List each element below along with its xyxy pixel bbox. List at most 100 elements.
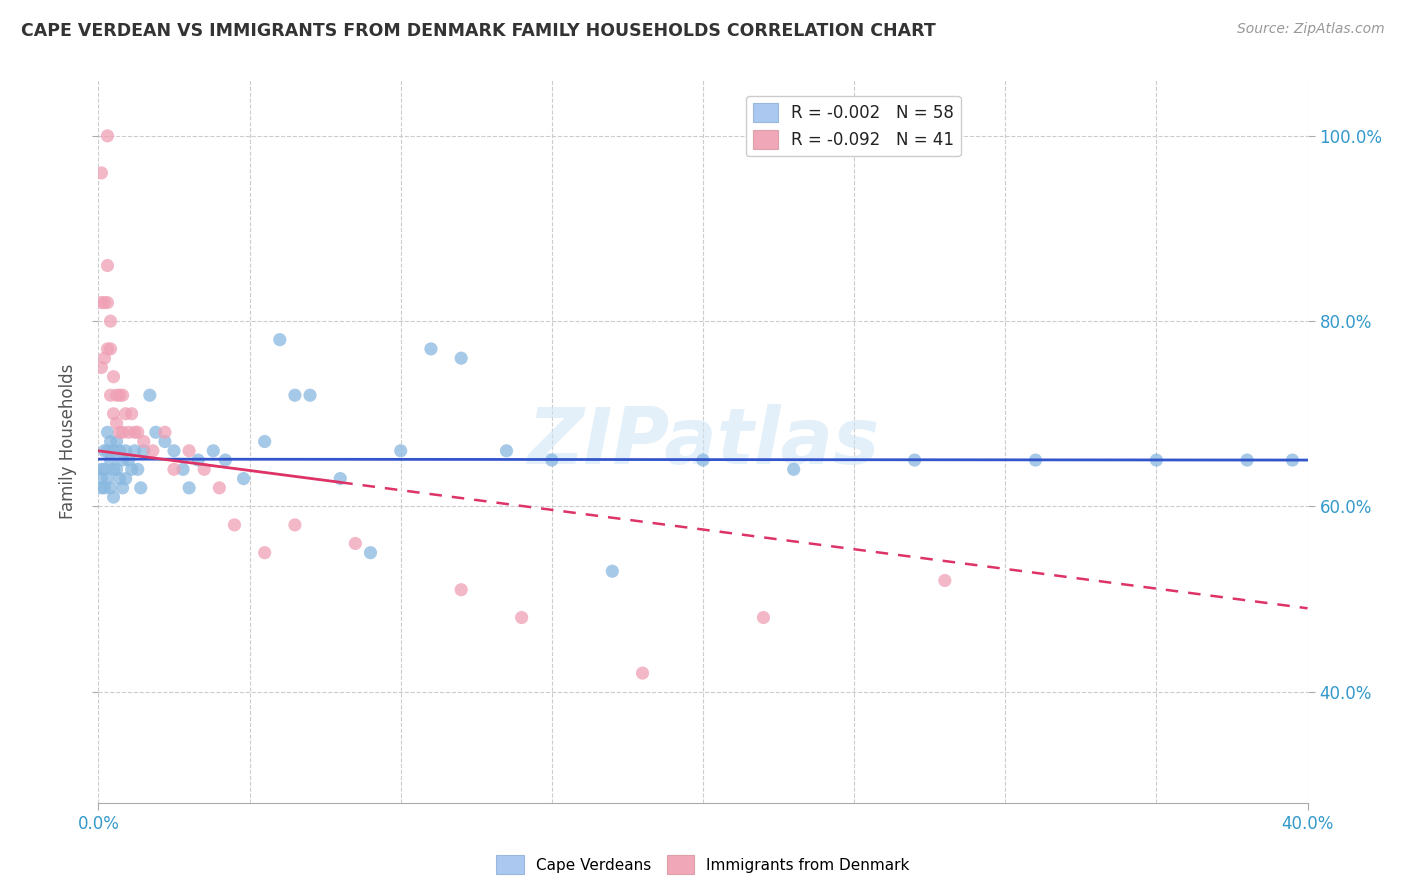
Point <box>904 453 927 467</box>
Point <box>108 472 131 486</box>
Point <box>118 425 141 440</box>
Point <box>510 610 533 624</box>
Point <box>90 295 112 310</box>
Point <box>329 472 352 486</box>
Point <box>90 481 112 495</box>
Point <box>103 443 125 458</box>
Point <box>90 472 112 486</box>
Point <box>105 388 128 402</box>
Point <box>145 425 167 440</box>
Point <box>121 462 143 476</box>
Point <box>132 434 155 449</box>
Point <box>214 453 236 467</box>
Point <box>540 453 562 467</box>
Point <box>90 462 112 476</box>
Point <box>163 443 186 458</box>
Text: ZIPatlas: ZIPatlas <box>527 403 879 480</box>
Point <box>187 453 209 467</box>
Point <box>752 610 775 624</box>
Point <box>344 536 367 550</box>
Point <box>100 453 122 467</box>
Point <box>111 388 134 402</box>
Point <box>96 342 118 356</box>
Point <box>111 453 134 467</box>
Point <box>284 388 307 402</box>
Point <box>224 517 246 532</box>
Point <box>111 481 134 495</box>
Point <box>114 407 136 421</box>
Point <box>96 295 118 310</box>
Point <box>93 295 115 310</box>
Point <box>1144 453 1167 467</box>
Legend: Cape Verdeans, Immigrants from Denmark: Cape Verdeans, Immigrants from Denmark <box>491 849 915 880</box>
Point <box>132 443 155 458</box>
Point <box>153 425 176 440</box>
Point <box>202 443 225 458</box>
Point <box>127 462 149 476</box>
Point <box>96 128 118 143</box>
Point <box>103 490 125 504</box>
Point <box>631 666 654 681</box>
Point <box>103 369 125 384</box>
Point <box>253 546 276 560</box>
Point <box>450 582 472 597</box>
Point <box>1236 453 1258 467</box>
Point <box>90 166 112 180</box>
Point <box>253 434 276 449</box>
Point <box>105 462 128 476</box>
Point <box>129 481 152 495</box>
Point <box>284 517 307 532</box>
Text: CAPE VERDEAN VS IMMIGRANTS FROM DENMARK FAMILY HOUSEHOLDS CORRELATION CHART: CAPE VERDEAN VS IMMIGRANTS FROM DENMARK … <box>21 22 936 40</box>
Point <box>96 259 118 273</box>
Point <box>96 443 118 458</box>
Point <box>124 443 146 458</box>
Point <box>232 472 254 486</box>
Point <box>103 407 125 421</box>
Point <box>127 425 149 440</box>
Point <box>108 443 131 458</box>
Point <box>93 462 115 476</box>
Point <box>93 351 115 366</box>
Point <box>108 425 131 440</box>
Point <box>118 453 141 467</box>
Point <box>100 434 122 449</box>
Point <box>90 360 112 375</box>
Point <box>100 314 122 328</box>
Point <box>934 574 956 588</box>
Point <box>139 388 162 402</box>
Point <box>96 472 118 486</box>
Point <box>142 443 165 458</box>
Point <box>108 388 131 402</box>
Point <box>103 462 125 476</box>
Point <box>114 443 136 458</box>
Point <box>172 462 194 476</box>
Y-axis label: Family Households: Family Households <box>59 364 77 519</box>
Point <box>153 434 176 449</box>
Text: Source: ZipAtlas.com: Source: ZipAtlas.com <box>1237 22 1385 37</box>
Point <box>420 342 443 356</box>
Point <box>495 443 517 458</box>
Point <box>783 462 806 476</box>
Point <box>389 443 412 458</box>
Point <box>105 434 128 449</box>
Point <box>179 443 201 458</box>
Point <box>114 472 136 486</box>
Point <box>1024 453 1046 467</box>
Point <box>100 342 122 356</box>
Point <box>299 388 322 402</box>
Point <box>360 546 382 560</box>
Point <box>93 481 115 495</box>
Point <box>111 425 134 440</box>
Point <box>450 351 472 366</box>
Point <box>269 333 291 347</box>
Point <box>208 481 231 495</box>
Point <box>100 388 122 402</box>
Point <box>100 481 122 495</box>
Point <box>105 416 128 430</box>
Point <box>124 425 146 440</box>
Legend: R = -0.002   N = 58, R = -0.092   N = 41: R = -0.002 N = 58, R = -0.092 N = 41 <box>747 95 960 156</box>
Point <box>1281 453 1303 467</box>
Point <box>602 564 624 578</box>
Point <box>96 425 118 440</box>
Point <box>692 453 714 467</box>
